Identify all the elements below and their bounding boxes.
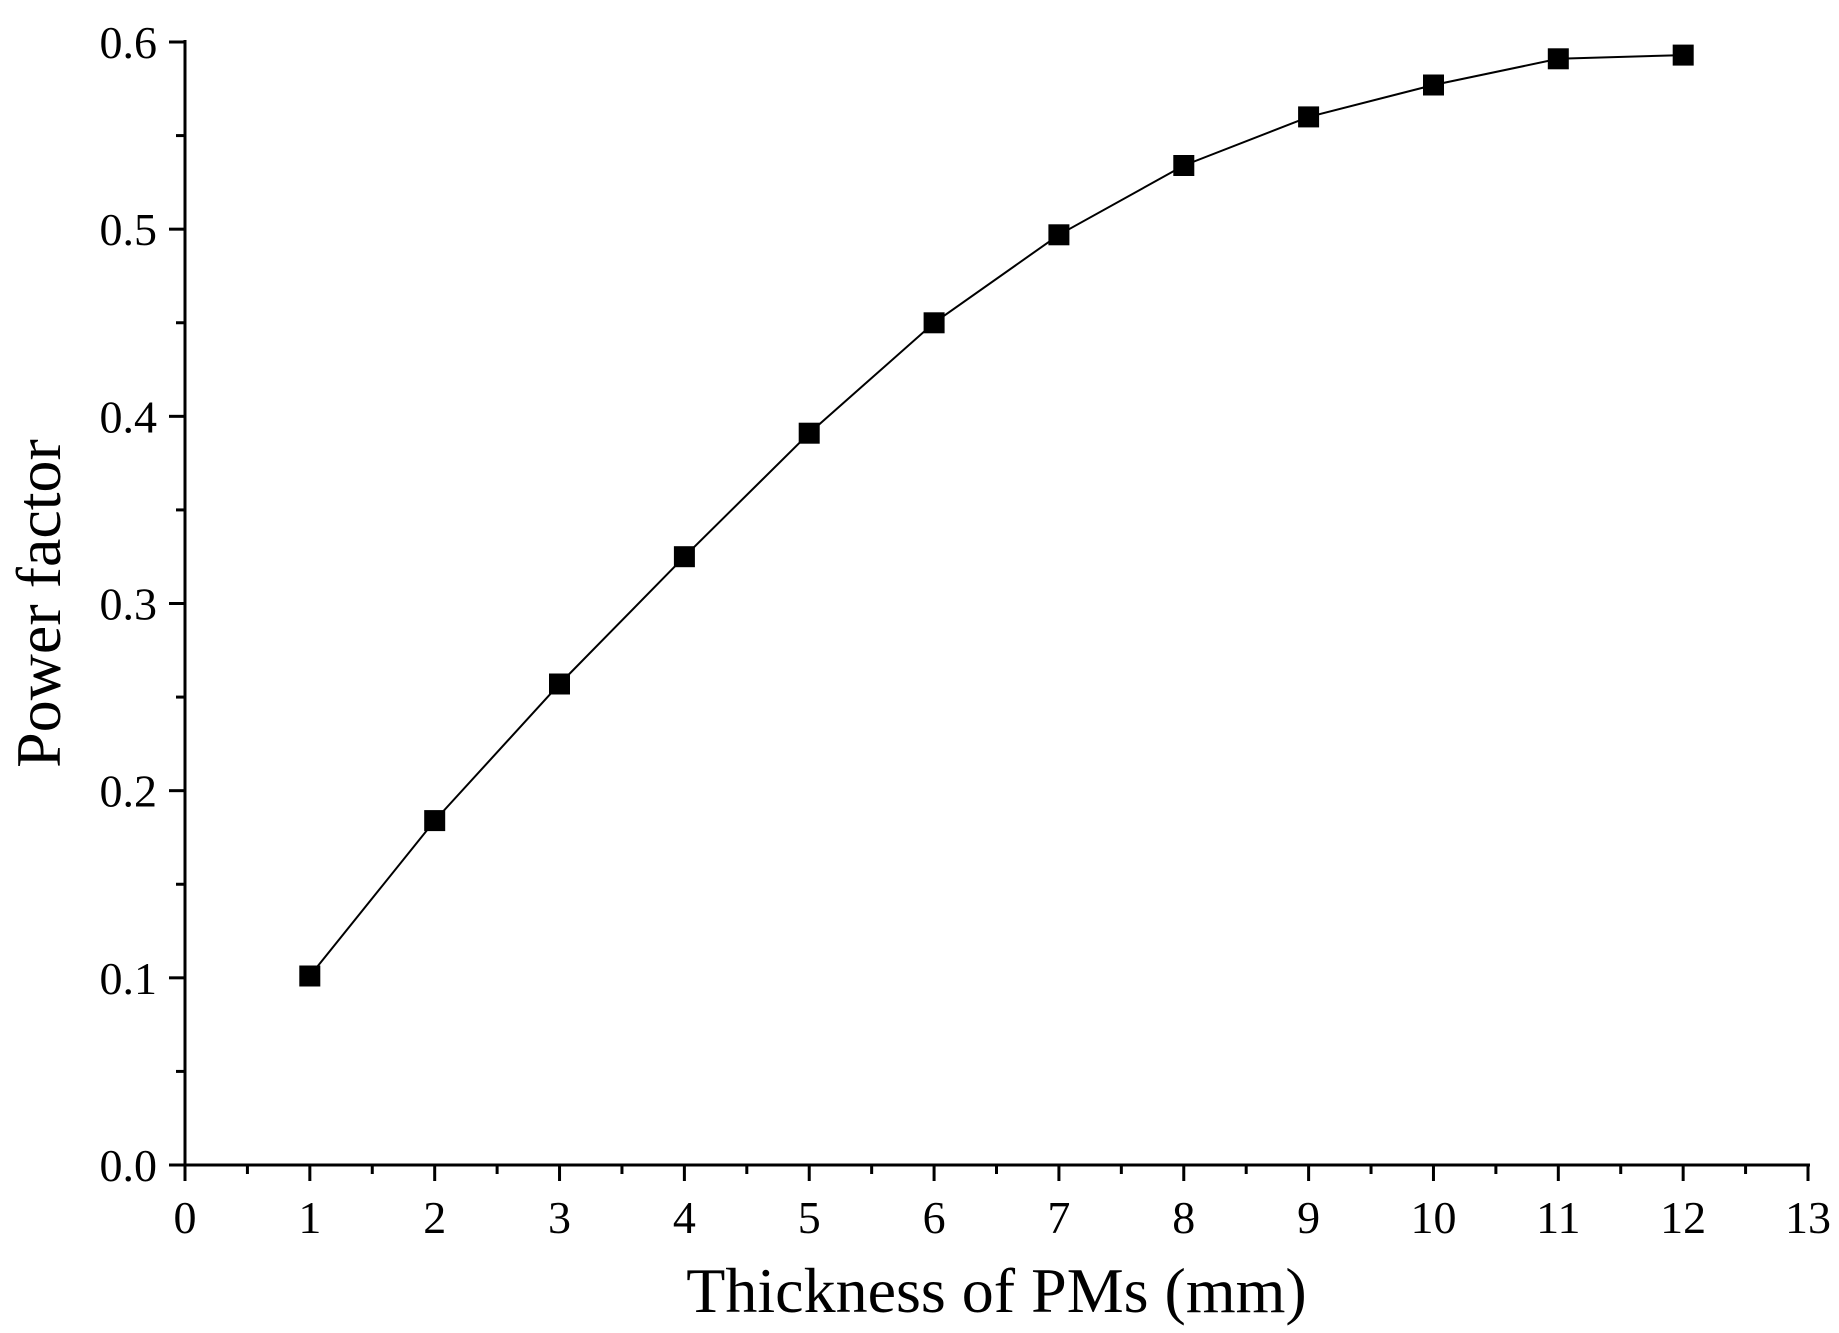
series-layer bbox=[299, 44, 1694, 987]
data-point-marker bbox=[1672, 44, 1694, 66]
data-point-marker bbox=[549, 673, 570, 695]
data-point-marker bbox=[1048, 224, 1070, 246]
y-axis-title: Power factor bbox=[3, 439, 74, 768]
ticks bbox=[169, 40, 1810, 1181]
x-tick-label: 8 bbox=[1172, 1192, 1195, 1243]
data-point-marker bbox=[1423, 74, 1444, 96]
x-axis-title: Thickness of PMs (mm) bbox=[686, 1255, 1306, 1326]
x-tick-label: 2 bbox=[423, 1192, 446, 1243]
y-tick-label: 0.1 bbox=[100, 953, 158, 1004]
x-tick-label: 0 bbox=[174, 1192, 197, 1243]
x-tick-label: 11 bbox=[1536, 1192, 1580, 1243]
tick-labels: 0 1 2 3 4 5 6 7 8 9 10 11 12 130.00.10.20.30.40.50.6 bbox=[100, 17, 1832, 1243]
data-point-marker bbox=[798, 422, 820, 444]
data-point-marker bbox=[424, 810, 446, 832]
data-point-marker bbox=[299, 965, 321, 987]
x-tick-label: 13 bbox=[1785, 1192, 1831, 1243]
x-tick-label: 7 bbox=[1047, 1192, 1070, 1243]
data-point-marker bbox=[923, 312, 945, 334]
y-tick-label: 0.3 bbox=[100, 579, 158, 630]
data-point-marker bbox=[1298, 106, 1320, 128]
x-tick-label: 12 bbox=[1660, 1192, 1706, 1243]
x-tick-label: 6 bbox=[923, 1192, 946, 1243]
x-tick-label: 10 bbox=[1410, 1192, 1456, 1243]
x-tick-label: 1 bbox=[298, 1192, 321, 1243]
x-tick-label: 9 bbox=[1297, 1192, 1320, 1243]
y-tick-label: 0.4 bbox=[100, 391, 158, 442]
data-point-marker bbox=[1173, 155, 1195, 176]
y-tick-label: 0.0 bbox=[100, 1140, 158, 1191]
x-tick-label: 4 bbox=[673, 1192, 696, 1243]
data-point-marker bbox=[1547, 48, 1569, 70]
data-point-marker bbox=[673, 546, 695, 568]
axes bbox=[183, 40, 1810, 1167]
y-tick-label: 0.2 bbox=[100, 766, 158, 817]
y-tick-label: 0.5 bbox=[100, 204, 158, 255]
series-line bbox=[309, 54, 1684, 977]
x-tick-label: 3 bbox=[548, 1192, 571, 1243]
y-tick-label: 0.6 bbox=[100, 17, 158, 68]
x-tick-label: 5 bbox=[798, 1192, 821, 1243]
